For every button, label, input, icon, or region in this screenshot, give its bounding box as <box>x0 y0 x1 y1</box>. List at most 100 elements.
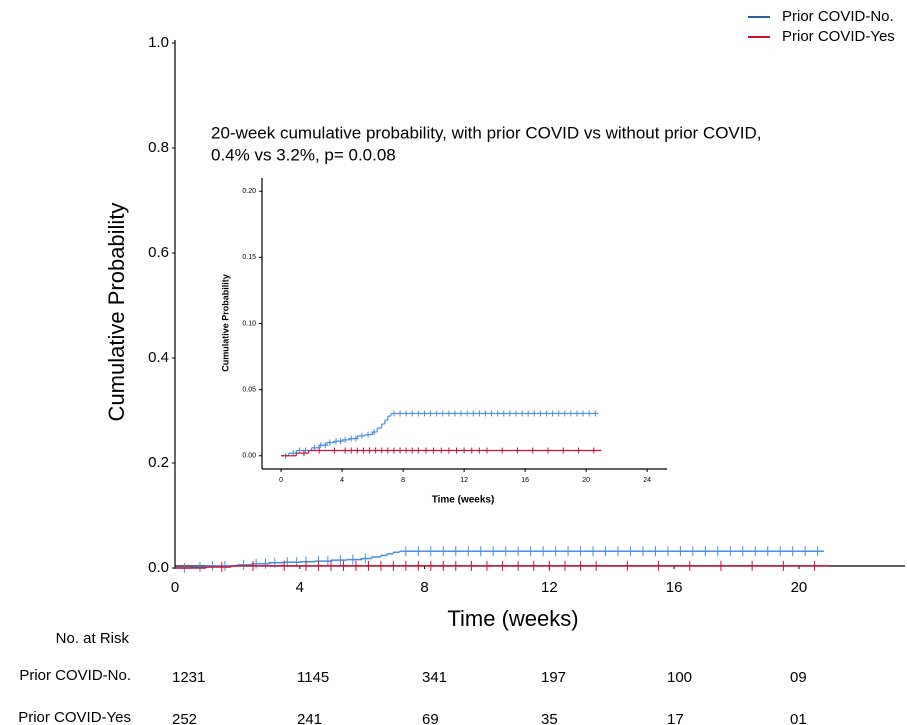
censor-mark <box>519 410 526 417</box>
censor-mark <box>342 447 349 454</box>
risk-count: 100 <box>667 669 692 686</box>
censor-mark <box>430 447 437 454</box>
x-tick-label: 4 <box>296 579 304 596</box>
censor-mark <box>425 546 436 557</box>
censor-mark <box>400 560 411 571</box>
censor-mark <box>787 546 798 557</box>
x-tick-label: 24 <box>643 477 651 484</box>
censor-mark <box>687 546 698 557</box>
censor-mark <box>555 410 562 417</box>
y-axis-label: Cumulative Probability <box>104 203 129 422</box>
y-tick-label: 0.20 <box>242 188 256 195</box>
censor-mark <box>563 546 574 557</box>
censor-mark <box>390 410 397 417</box>
censor-mark <box>350 560 361 571</box>
censor-mark <box>622 560 633 571</box>
censor-mark <box>590 447 597 454</box>
censor-mark <box>559 560 570 571</box>
censor-mark <box>378 447 385 454</box>
censor-mark <box>337 438 344 445</box>
censor-mark <box>433 410 440 417</box>
censor-mark <box>464 410 471 417</box>
censor-mark <box>301 560 312 571</box>
censor-mark <box>538 546 549 557</box>
y-tick-label: 0.10 <box>242 320 256 327</box>
y-tick-label: 0.8 <box>148 139 169 156</box>
censor-mark <box>675 546 686 557</box>
x-tick-label: 12 <box>541 579 558 596</box>
x-tick-label: 16 <box>666 579 683 596</box>
censor-mark <box>537 410 544 417</box>
censor-mark <box>580 410 587 417</box>
censor-mark <box>575 560 586 571</box>
censor-mark <box>592 410 599 417</box>
x-tick-label: 20 <box>582 477 590 484</box>
censor-mark <box>476 410 483 417</box>
censor-mark <box>360 447 367 454</box>
risk-count: 1145 <box>297 669 329 686</box>
censor-mark <box>560 447 567 454</box>
censor-mark <box>712 546 723 557</box>
censor-mark <box>372 447 379 454</box>
risk-row-label: Prior COVID-No. <box>19 667 131 684</box>
censor-mark <box>425 560 436 571</box>
legend-label: Prior COVID-No. <box>782 8 894 25</box>
censor-mark <box>403 410 410 417</box>
censor-mark <box>422 447 429 454</box>
risk-count: 341 <box>422 669 447 686</box>
censor-mark <box>543 410 550 417</box>
censor-mark <box>586 410 593 417</box>
censor-mark <box>525 410 532 417</box>
y-tick-label: 0.0 <box>148 559 169 576</box>
y-tick-label: 0.4 <box>148 349 169 366</box>
censor-mark <box>528 560 539 571</box>
censor-mark <box>575 546 586 557</box>
risk-count: 197 <box>541 669 566 686</box>
censor-mark <box>413 560 424 571</box>
censor-mark <box>466 560 477 571</box>
censor-mark <box>513 546 524 557</box>
censor-mark <box>747 560 758 571</box>
censor-mark <box>325 560 336 571</box>
censor-mark <box>650 546 661 557</box>
censor-mark <box>750 546 761 557</box>
censor-mark <box>514 447 521 454</box>
censor-mark <box>388 560 399 571</box>
censor-mark <box>445 447 452 454</box>
censor-mark <box>290 450 297 457</box>
risk-count: 69 <box>422 711 439 725</box>
censor-mark <box>549 410 556 417</box>
censor-mark <box>700 546 711 557</box>
censor-mark <box>481 560 492 571</box>
censor-mark <box>715 560 726 571</box>
censor-mark <box>296 447 303 454</box>
censor-mark <box>500 546 511 557</box>
censor-mark <box>358 432 365 439</box>
censor-mark <box>809 560 820 571</box>
risk-count: 252 <box>172 711 197 725</box>
censor-mark <box>463 546 474 557</box>
censor-mark <box>300 450 307 457</box>
annotation: 20-week cumulative probability, with pri… <box>211 123 761 142</box>
censor-mark <box>525 546 536 557</box>
censor-mark <box>326 439 333 446</box>
censor-mark <box>366 447 373 454</box>
censor-mark <box>500 410 507 417</box>
censor-mark <box>506 410 513 417</box>
censor-mark <box>800 546 811 557</box>
censor-mark <box>591 560 602 571</box>
censor-mark <box>475 546 486 557</box>
censor-mark <box>403 447 410 454</box>
censor-mark <box>438 546 449 557</box>
x-tick-label: 4 <box>340 477 344 484</box>
censor-mark <box>207 560 218 571</box>
censor-mark <box>513 560 524 571</box>
censor-mark <box>311 444 318 451</box>
censor-mark <box>194 561 205 572</box>
censor-mark <box>260 558 271 569</box>
censor-mark <box>347 554 358 565</box>
censor-mark <box>439 410 446 417</box>
y-tick-label: 0.05 <box>242 386 256 393</box>
censor-mark <box>375 560 386 571</box>
